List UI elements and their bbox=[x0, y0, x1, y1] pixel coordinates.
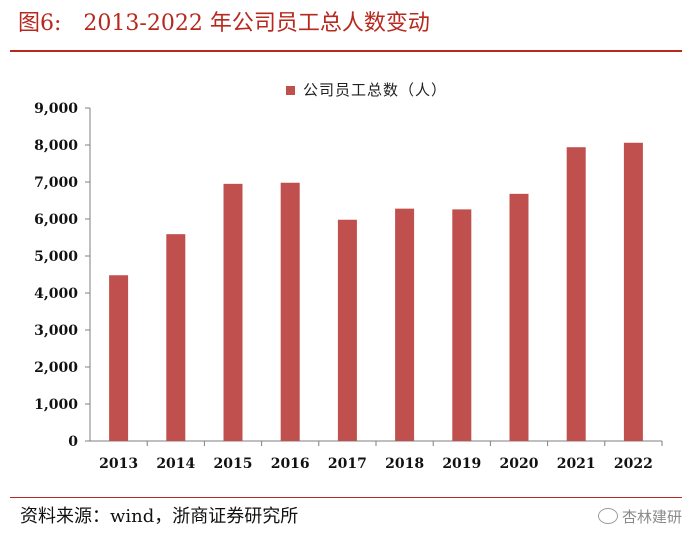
y-tick-label: 1,000 bbox=[34, 397, 78, 413]
y-tick-label: 8,000 bbox=[34, 138, 78, 154]
bar bbox=[623, 142, 643, 441]
y-tick-label: 4,000 bbox=[34, 286, 78, 302]
x-tick-label: 2013 bbox=[99, 456, 138, 472]
figure-label: 图6: bbox=[18, 11, 62, 36]
x-tick-label: 2018 bbox=[385, 456, 424, 472]
bar bbox=[566, 147, 586, 441]
y-tick-label: 3,000 bbox=[34, 323, 78, 339]
bar bbox=[509, 193, 529, 441]
x-tick-label: 2017 bbox=[328, 456, 367, 472]
x-tick-label: 2014 bbox=[156, 456, 195, 472]
bar bbox=[452, 209, 472, 441]
bar bbox=[109, 275, 129, 441]
legend: 公司员工总数（人） bbox=[286, 79, 447, 101]
watermark: 杏林建研 bbox=[597, 503, 682, 531]
source-note: 资料来源：wind，浙商证券研究所 bbox=[20, 506, 299, 527]
bar bbox=[337, 219, 357, 441]
y-tick-label: 6,000 bbox=[34, 212, 78, 228]
y-tick-label: 2,000 bbox=[34, 360, 78, 376]
x-tick-label: 2022 bbox=[614, 456, 653, 472]
legend-swatch bbox=[286, 85, 295, 95]
wechat-icon bbox=[597, 508, 618, 524]
x-tick-label: 2019 bbox=[442, 456, 481, 472]
y-tick-label: 9,000 bbox=[34, 101, 78, 117]
bar bbox=[223, 183, 243, 441]
watermark-text: 杏林建研 bbox=[621, 508, 682, 526]
y-tick-label: 0 bbox=[68, 434, 78, 450]
figure-title: 图6: 2013-2022 年公司员工总人数变动 bbox=[18, 6, 430, 42]
bar bbox=[280, 182, 300, 442]
title-divider bbox=[10, 50, 682, 52]
x-tick-label: 2016 bbox=[271, 456, 310, 472]
x-tick-label: 2021 bbox=[557, 456, 596, 472]
x-tick-label: 2015 bbox=[214, 456, 253, 472]
footer-divider bbox=[10, 497, 682, 498]
bar bbox=[166, 234, 186, 441]
legend-label: 公司员工总数（人） bbox=[303, 81, 448, 99]
bar bbox=[395, 208, 415, 441]
x-tick-label: 2020 bbox=[500, 456, 539, 472]
figure-title-text: 2013-2022 年公司员工总人数变动 bbox=[83, 11, 430, 36]
y-tick-label: 7,000 bbox=[34, 175, 78, 191]
y-tick-label: 5,000 bbox=[34, 249, 78, 265]
